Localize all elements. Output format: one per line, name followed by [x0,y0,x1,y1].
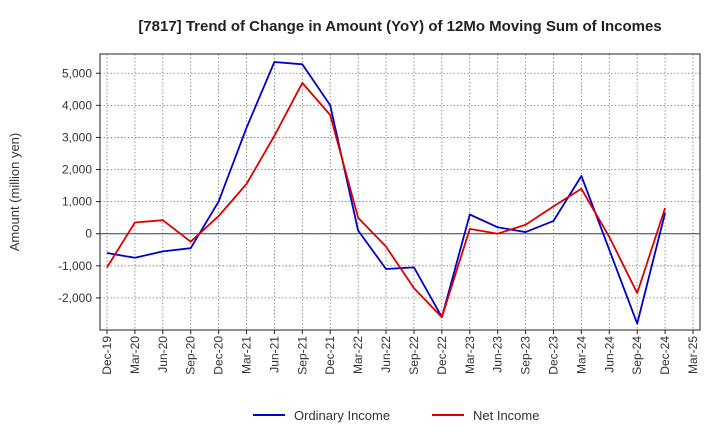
x-tick-label: Sep-20 [184,336,198,375]
series-line-ordinary-income [106,61,666,325]
x-tick-label: Sep-24 [630,336,644,375]
legend-label: Ordinary Income [294,408,390,423]
grid-lines [100,54,700,330]
x-tick-label: Dec-23 [546,336,560,375]
x-tick-label: Mar-21 [240,336,254,374]
x-tick-label: Jun-21 [267,336,281,373]
x-tick-label: Dec-19 [100,336,114,375]
x-tick-label: Mar-24 [574,336,588,374]
x-tick-label: Sep-21 [295,336,309,375]
y-axis-ticks: -2,000 -1,000 0 1,000 2,000 3,000 4,000 5,000 [58,66,100,305]
chart-title: [7817] Trend of Change in Amount (YoY) o… [138,18,661,35]
y-tick-label: 2,000 [62,163,92,177]
x-tick-label: Mar-25 [686,336,700,374]
x-tick-label: Sep-22 [407,336,421,375]
legend: Ordinary Income Net Income [253,408,539,423]
y-tick-label: 3,000 [62,130,92,144]
series-layer [106,61,666,325]
y-tick-label: -1,000 [58,259,92,273]
series-line-net-income [106,82,666,319]
plot-area-frame [99,53,701,331]
x-tick-label: Dec-22 [435,336,449,375]
x-tick-label: Jun-20 [156,336,170,373]
y-tick-label: -2,000 [58,291,92,305]
x-tick-label: Mar-23 [463,336,477,374]
x-tick-label: Dec-20 [212,336,226,375]
y-tick-label: 1,000 [62,195,92,209]
y-tick-label: 4,000 [62,98,92,112]
x-tick-label: Dec-21 [323,336,337,375]
x-tick-label: Jun-22 [379,336,393,373]
y-tick-label: 5,000 [62,66,92,80]
x-tick-label: Mar-22 [351,336,365,374]
x-tick-label: Dec-24 [658,336,672,375]
y-tick-label: 0 [85,227,92,241]
legend-label: Net Income [473,408,539,423]
y-axis-label: Amount (million yen) [7,133,22,252]
x-axis-ticks: Dec-19 Mar-20 Jun-20 Sep-20 Dec-20 Mar-21 Jun-… [100,330,700,375]
x-tick-label: Jun-23 [491,336,505,373]
x-tick-label: Mar-20 [128,336,142,374]
x-tick-label: Sep-23 [519,336,533,375]
x-tick-label: Jun-24 [602,336,616,373]
